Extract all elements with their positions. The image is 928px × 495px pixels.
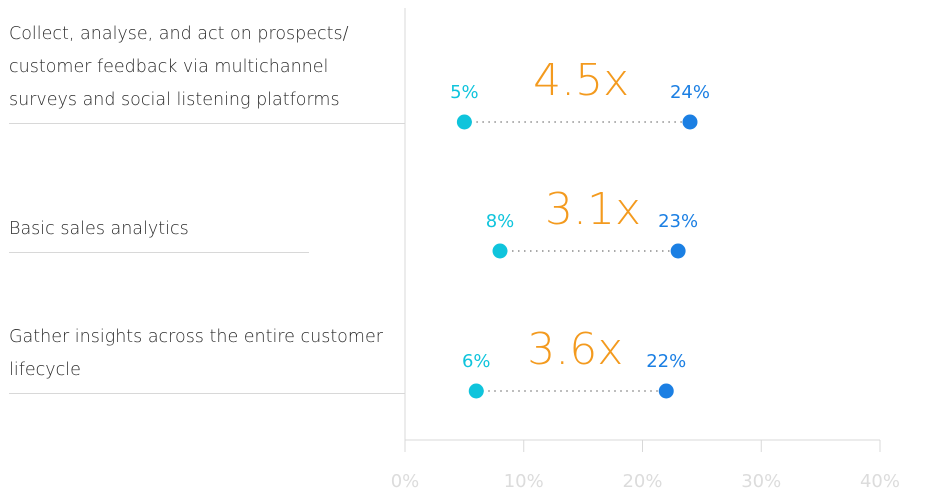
category-label: Gather insights across the entire custom…: [9, 327, 383, 380]
row-separator: [9, 252, 309, 253]
value-label: 6%: [462, 351, 491, 372]
ratio-label: 3.1x: [545, 184, 641, 235]
dot-end: [658, 383, 674, 399]
dot-start: [468, 383, 484, 399]
value-label: 23%: [658, 211, 698, 232]
dot-start: [456, 114, 472, 130]
category-label: Basic sales analytics: [9, 219, 189, 239]
dot-end: [682, 114, 698, 130]
dot-end: [670, 243, 686, 259]
x-tick-label: 0%: [391, 471, 420, 492]
value-label: 5%: [450, 82, 479, 103]
row-separator: [9, 123, 405, 124]
value-label: 8%: [486, 211, 515, 232]
x-tick-label: 10%: [504, 471, 544, 492]
row-separator: [9, 393, 405, 394]
category-label: Collect, analyse, and act on prospects/ …: [9, 24, 349, 110]
ratio-label: 3.6x: [527, 324, 623, 375]
value-label: 22%: [646, 351, 686, 372]
ratio-label: 4.5x: [533, 55, 629, 106]
x-tick-label: 20%: [622, 471, 662, 492]
dot-start: [492, 243, 508, 259]
value-label: 24%: [670, 82, 710, 103]
x-tick-label: 30%: [741, 471, 781, 492]
x-tick-label: 40%: [860, 471, 900, 492]
